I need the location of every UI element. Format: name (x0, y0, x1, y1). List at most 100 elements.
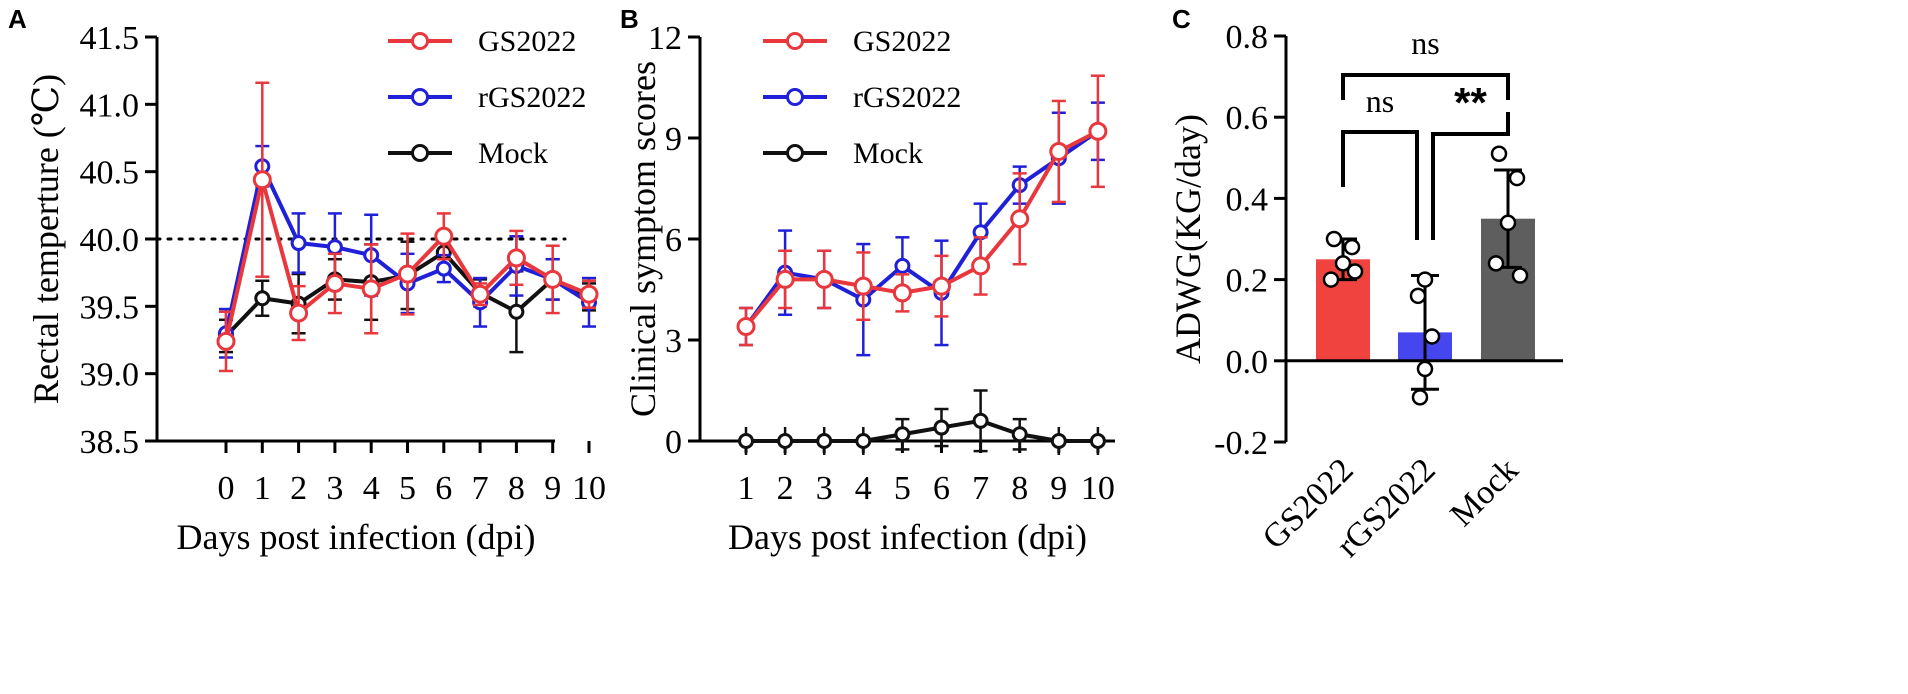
panel-a-x-tick-label: 6 (435, 470, 452, 507)
panel-a-series-gs2022-point (470, 284, 490, 304)
panel-c-y-tick-label: 0.8 (1226, 19, 1269, 56)
panel-a-x-tick-label: 4 (363, 470, 380, 507)
panel-a-series-gs2022-point (289, 303, 309, 323)
panel-b-series-gs2022-point (892, 283, 912, 303)
panel-b-series-gs2022-point (932, 276, 951, 296)
panel-b-series-gs2022-point (1049, 141, 1069, 161)
panel-a-x-tick-label: 2 (290, 470, 307, 507)
panel-b-x-tick-label: 7 (972, 470, 989, 507)
panel-c-letter: C (1172, 4, 1191, 34)
panel-a-x-tick-label: 8 (508, 470, 525, 507)
panel-b-series-rgs2022-line (744, 129, 1100, 328)
panel-c-data-point-mock (1511, 267, 1529, 284)
panel-c-bracket-gs2022-mock (1341, 73, 1510, 100)
panel-a-x-tick-label: 10 (572, 470, 606, 507)
panel-b-series-gs2022-point (971, 256, 991, 276)
panel-c-data-point-rgs2022 (1423, 328, 1441, 345)
panel-c-data-point-rgs2022 (1411, 389, 1429, 406)
panel-c-sig-label-rgs2022-mock: ** (1454, 79, 1487, 126)
panel-a-legend-gs2022-label: GS2022 (478, 25, 576, 58)
panel-a-series-gs2022-point (398, 264, 417, 284)
panel-b-x-tick-label: 1 (738, 470, 755, 507)
panel-a-legend-mock-marker (411, 144, 429, 162)
panel-a-x-tick-label: 7 (472, 470, 489, 507)
panel-b-x-tick-label: 3 (816, 470, 833, 507)
panel-b-x-axis-label: Days post infection (dpi) (728, 517, 1087, 557)
panel-b-x-tick-label: 8 (1011, 470, 1028, 507)
panel-b-y-tick-label: 3 (665, 323, 682, 360)
panel-c-bracket-gs2022-rgs2022 (1341, 130, 1419, 240)
panel-b-series-mock-point (933, 419, 950, 436)
panel-c-data-point-mock (1487, 255, 1505, 272)
panel-a-legend-mock-label: Mock (478, 137, 548, 170)
panel-c-data-point-rgs2022 (1416, 360, 1434, 378)
panel-b-y-tick-label: 9 (665, 121, 682, 158)
panel-b-series-mock-point (738, 433, 754, 449)
panel-c-y-tick-label: 0.0 (1226, 344, 1269, 381)
panel-b-series-gs2022-point (814, 269, 834, 289)
panel-a-y-tick-label: 40.5 (80, 155, 140, 192)
panel-b-x-tick-label: 2 (777, 470, 794, 507)
panel-b-x-tick-label: 4 (855, 470, 872, 507)
panel-a-series-gs2022-point (325, 273, 345, 293)
panel-b-legend-gs2022-label: GS2022 (853, 25, 951, 58)
panel-a-y-tick-label: 39.0 (80, 357, 140, 394)
panel-a-series-rgs2022-point (290, 235, 307, 252)
panel-a-y-axis-label: Rectal temperture (℃) (26, 74, 66, 404)
panel-b-series-gs2022-point (775, 269, 795, 289)
panel-a-y-tick-label: 40.0 (80, 222, 140, 259)
panel-b-y-tick-label: 6 (665, 222, 682, 259)
panel-a-series-gs2022-point (361, 279, 381, 299)
panel-a-y-tick-label: 41.0 (80, 87, 140, 124)
panel-a-y-tick-label: 39.5 (80, 289, 140, 326)
panel-a-x-tick-label: 0 (218, 470, 235, 507)
panel-c-data-point-gs2022 (1346, 263, 1364, 280)
panel-a-series-gs2022-point (216, 331, 236, 351)
panel-b-legend-rgs2022-marker (786, 88, 804, 106)
panel-b-series-gs2022-point (736, 317, 756, 337)
panel-c-y-tick-label: 0.2 (1226, 263, 1269, 300)
panel-a-series-mock-point (508, 303, 525, 320)
panel-a-series-gs2022-point (543, 269, 563, 289)
panel-b-series-gs2022-line (744, 129, 1099, 328)
panel-b-series-mock-point (1050, 433, 1067, 449)
panel-b-legend-rgs2022-label: rGS2022 (853, 81, 961, 114)
panel-a-y-tick-label: 41.5 (80, 20, 140, 57)
panel-c-data-point-gs2022 (1343, 238, 1361, 256)
panel-c-sig-label-gs2022-mock: ns (1411, 25, 1439, 61)
panel-c-x-tick-label: Mock (1443, 451, 1525, 533)
panel-a-legend-gs2022-marker (411, 32, 429, 50)
panel-b-series-mock-point (1089, 433, 1106, 449)
panel-a-series-gs2022-point (434, 226, 454, 246)
panel-c-y-tick-label: 0.6 (1226, 100, 1269, 137)
panel-a-x-tick-label: 5 (399, 470, 416, 507)
panel-a-series-rgs2022-point (435, 260, 452, 277)
panel-b-series-mock-point (777, 433, 794, 449)
panel-c-y-tick-label: -0.2 (1214, 425, 1268, 462)
panel-a-x-tick-label: 1 (254, 470, 271, 507)
panel-c-y-tick-label: 0.4 (1226, 181, 1269, 218)
panel-c-data-point-mock (1490, 145, 1508, 162)
panel-c-sig-label-gs2022-rgs2022: ns (1366, 83, 1394, 119)
panel-b-series-gs2022-point (853, 276, 873, 296)
panel-a-series-gs2022-point (252, 170, 272, 190)
panel-a-series-gs2022-point (579, 284, 599, 304)
panel-b-series-mock-point (972, 412, 989, 429)
panel-b-y-tick-label: 12 (648, 20, 682, 57)
panel-c-y-axis-label: ADWG(KG/day) (1168, 114, 1208, 364)
panel-b-series-mock-point (855, 433, 872, 449)
panel-b-y-axis-label: Clinical symptom scores (623, 61, 663, 417)
panel-a-legend-rgs2022-marker (411, 88, 429, 106)
panel-b-series-rgs2022-point (894, 257, 911, 274)
panel-a-series-gs2022-point (506, 248, 526, 268)
panel-b-letter: B (620, 4, 639, 34)
panel-b-x-tick-label: 9 (1050, 470, 1067, 507)
panel-b-series-mock-point (816, 433, 833, 449)
panel-b-series-gs2022-point (1088, 121, 1108, 141)
panel-b-x-tick-label: 10 (1081, 470, 1115, 507)
panel-a-x-axis-label: Days post infection (dpi) (177, 517, 536, 557)
panel-b-y-tick-label: 0 (665, 424, 682, 461)
panel-a-legend-rgs2022-label: rGS2022 (478, 81, 586, 114)
panel-b-series-gs2022-point (1010, 209, 1030, 229)
